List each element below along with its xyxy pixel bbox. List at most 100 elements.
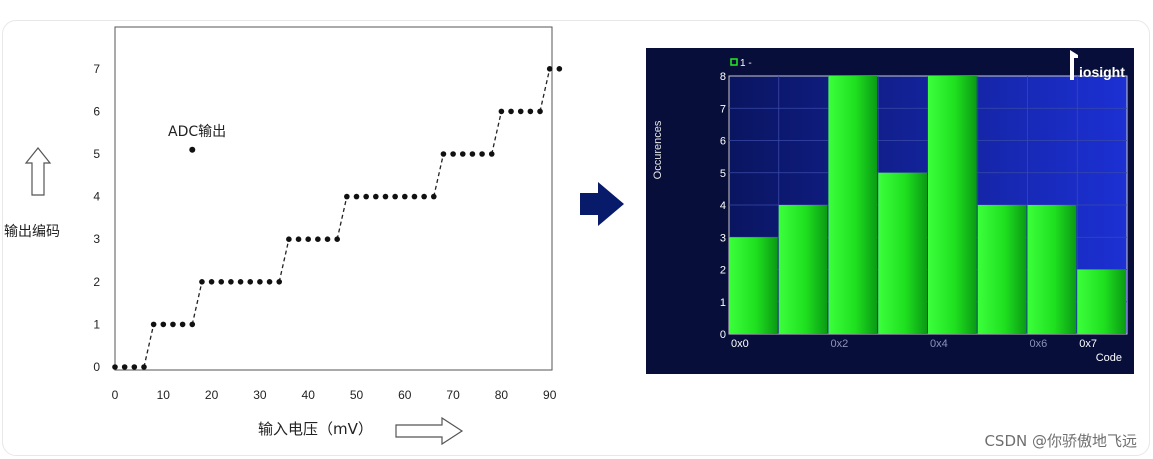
adc-point	[479, 151, 485, 157]
adc-point	[517, 108, 524, 115]
adc-point	[421, 193, 427, 200]
left-y-tick-label: 3	[93, 232, 100, 246]
adc-point	[353, 193, 360, 200]
step-dash	[539, 68, 551, 112]
adc-point	[170, 321, 176, 328]
adc-point	[208, 279, 215, 285]
adc-point	[150, 321, 157, 328]
adc-point	[402, 193, 408, 200]
step-dash	[278, 239, 290, 282]
adc-point	[527, 108, 534, 115]
left-plot-frame	[114, 26, 553, 371]
adc-point	[179, 321, 186, 328]
left-y-tick-label: 0	[93, 360, 100, 374]
code-histogram: 0 1 2 3 4 5 6 7 8 0x0 0x2 0x4 0x6 0x7 Occurences Cod…	[646, 48, 1134, 374]
adc-point	[112, 364, 118, 370]
histogram-y-tick-label: 2	[720, 265, 726, 277]
left-y-tick-label: 1	[93, 317, 100, 331]
histogram-y-tick-label: 3	[720, 232, 726, 244]
card-border	[2, 20, 1150, 456]
histogram-x-tick-label: 0x2	[831, 338, 849, 350]
left-y-tick-label: 6	[93, 104, 100, 118]
step-dash	[433, 153, 445, 197]
left-x-tick-label: 10	[157, 388, 171, 402]
adc-point	[295, 236, 302, 242]
brand-name: iosight	[1079, 64, 1125, 80]
histogram-x-tick-label: 0x6	[1030, 338, 1048, 350]
left-y-tick-label: 5	[93, 147, 100, 161]
left-x-tick-label: 30	[253, 388, 267, 402]
brand-logo-icon	[1070, 50, 1078, 80]
x-axis-label: 输入电压（mV）	[258, 420, 373, 438]
left-y-tick-label: 7	[93, 62, 100, 76]
adc-point	[373, 193, 379, 200]
adc-point	[160, 321, 167, 328]
histogram-bar	[928, 76, 977, 334]
adc-point	[257, 279, 263, 285]
histogram-y-tick-label: 0	[720, 329, 726, 341]
adc-point	[450, 151, 456, 157]
legend-label: 1 -	[740, 58, 752, 69]
step-dash	[143, 324, 155, 368]
left-y-tick-label: 2	[93, 275, 100, 289]
adc-point	[305, 236, 312, 242]
histogram-y-tick-label: 7	[720, 103, 726, 115]
left-x-tick-label: 80	[495, 388, 509, 402]
adc-point	[469, 151, 476, 157]
histogram-bar	[878, 172, 927, 334]
adc-point	[131, 364, 138, 370]
left-x-tick-label: 50	[350, 388, 364, 402]
adc-point	[459, 151, 466, 157]
adc-point	[411, 193, 418, 200]
adc-point	[537, 108, 543, 115]
adc-point	[556, 66, 563, 72]
adc-point	[440, 151, 447, 157]
adc-point	[286, 236, 292, 242]
adc-point	[344, 193, 350, 200]
left-y-ticks: 0 1 2 3 4 5 6 7	[93, 62, 100, 374]
histogram-x-label: Code	[1096, 352, 1122, 364]
adc-point	[228, 279, 234, 285]
adc-point	[498, 108, 505, 115]
histogram-bar	[1077, 269, 1126, 334]
adc-point	[430, 193, 437, 200]
histogram-y-tick-label: 6	[720, 136, 726, 148]
histogram-y-tick-label: 5	[720, 168, 726, 180]
histogram-x-tick-label: 0x0	[731, 338, 749, 350]
histogram-x-tick-label: 0x7	[1079, 338, 1097, 350]
histogram-x-tick-label: 0x4	[930, 338, 948, 350]
adc-point	[247, 279, 254, 285]
watermark: CSDN @你骄傲地飞远	[984, 432, 1137, 450]
adc-point	[488, 151, 495, 157]
adc-point	[334, 236, 340, 242]
histogram-bar	[1027, 205, 1077, 334]
adc-point	[218, 279, 225, 285]
histogram-bar	[778, 205, 828, 334]
histogram-y-label: Occurences	[652, 120, 664, 179]
left-x-tick-label: 0	[112, 388, 119, 402]
adc-output-annotation: ADC输出	[168, 124, 226, 140]
adc-point	[508, 108, 514, 115]
histogram-y-tick-label: 8	[720, 71, 726, 83]
adc-point	[199, 279, 205, 285]
adc-point	[315, 236, 321, 242]
y-axis-label: 输出编码	[4, 224, 60, 240]
left-x-tick-label: 70	[446, 388, 460, 402]
histogram-bar	[729, 237, 778, 334]
adc-point	[266, 279, 273, 285]
histogram-y-ticks: 0 1 2 3 4 5 6 7 8	[720, 71, 726, 341]
left-x-tick-label: 20	[205, 388, 219, 402]
left-x-ticks: 0 10 20 30 40 50 60 70 80 90	[112, 388, 557, 402]
legend-swatch	[730, 58, 738, 66]
histogram-y-tick-label: 1	[720, 297, 726, 309]
adc-point	[141, 364, 147, 370]
adc-point	[363, 193, 369, 200]
staircase-dashes	[143, 68, 551, 368]
left-y-tick-label: 4	[93, 190, 100, 204]
annotation-marker	[189, 146, 196, 153]
adc-point	[382, 193, 389, 200]
step-dash	[491, 111, 503, 155]
adc-point	[237, 279, 244, 285]
